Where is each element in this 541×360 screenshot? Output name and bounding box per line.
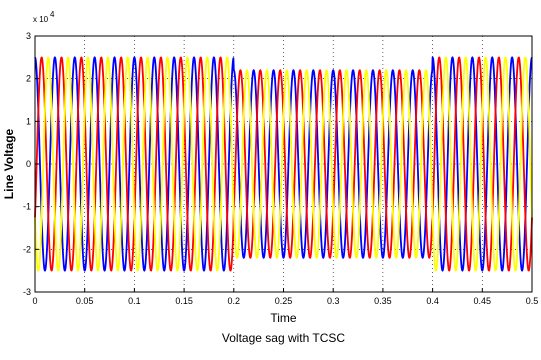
x-tick-label: 0.1 bbox=[128, 296, 141, 306]
y-axis-label: Line Voltage bbox=[2, 128, 16, 199]
y-tick-label: 0 bbox=[26, 159, 31, 169]
x-tick-label: 0.45 bbox=[474, 296, 492, 306]
x-tick-label: 0.15 bbox=[175, 296, 193, 306]
x-tick-label: 0.35 bbox=[374, 296, 392, 306]
x-tick-label: 0.3 bbox=[327, 296, 340, 306]
y-tick-label: 3 bbox=[26, 31, 31, 41]
x-tick-label: 0.25 bbox=[275, 296, 293, 306]
y-multiplier-label: x 10 bbox=[33, 15, 49, 24]
x-tick-label: 0.05 bbox=[76, 296, 94, 306]
y-tick-label: -2 bbox=[23, 244, 31, 254]
x-tick-label: 0.5 bbox=[526, 296, 539, 306]
y-tick-label: -3 bbox=[23, 287, 31, 297]
y-multiplier-exponent: 4 bbox=[50, 10, 55, 19]
y-tick-label: 2 bbox=[26, 74, 31, 84]
x-tick-label: 0.2 bbox=[228, 296, 241, 306]
y-tick-label: -1 bbox=[23, 202, 31, 212]
y-tick-label: 1 bbox=[26, 116, 31, 126]
x-axis-label: Time bbox=[270, 311, 297, 325]
series-layer bbox=[34, 56, 533, 272]
tick-layer: 0 0.05 0.1 0.15 0.2 0.25 0.3 0.35 0.4 0.45 0.5 3 2 1 0… bbox=[23, 31, 538, 306]
voltage-series-line bbox=[34, 56, 533, 272]
chart-title: Voltage sag with TCSC bbox=[222, 331, 346, 345]
x-tick-label: 0 bbox=[32, 296, 37, 306]
x-tick-label: 0.4 bbox=[426, 296, 439, 306]
